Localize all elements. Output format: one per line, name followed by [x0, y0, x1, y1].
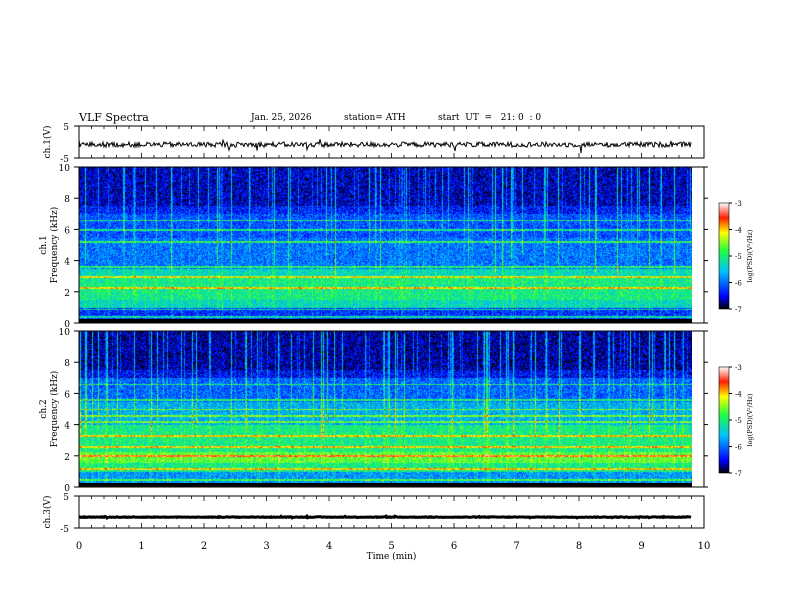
ch1-ylabel: ch.1(V): [42, 126, 53, 159]
sp1-channel-label: ch.1: [39, 235, 49, 254]
ch1-ytick-top: 5: [63, 123, 69, 133]
x-tick-label: 2: [201, 541, 207, 552]
x-tick-label: 6: [451, 541, 457, 552]
sp2-cb-label: log(PSD)(V²/Hz): [746, 393, 754, 446]
ch1-trace: [78, 138, 692, 154]
sp1-cb-tick: -4: [735, 227, 742, 235]
sp1-ytick: 2: [64, 289, 70, 299]
x-tick-label: 9: [638, 541, 644, 552]
sp2-colorbar: [718, 366, 730, 474]
x-axis-label: Time (min): [367, 551, 417, 562]
sp2-ytick: 6: [64, 390, 70, 400]
ch3-ylabel: ch.3(V): [42, 496, 53, 529]
sp1-ytick: 8: [64, 195, 70, 205]
sp2-channel-label: ch.2: [39, 399, 49, 418]
sp2-ytick: 4: [64, 422, 70, 432]
spectrogram-2: [79, 331, 692, 487]
station-label: station= ATH: [344, 113, 406, 123]
x-tick-label: 0: [76, 541, 82, 552]
x-tick-label: 1: [138, 541, 144, 552]
chart-title: VLF Spectra: [79, 111, 149, 124]
x-tick-label: 7: [513, 541, 519, 552]
ch3-ytick-bottom: -5: [60, 525, 69, 535]
sp1-ytick: 0: [64, 320, 70, 330]
sp1-cb-tick: -6: [735, 280, 742, 288]
sp2-ytick: 10: [59, 328, 71, 338]
sp1-cb-tick: -5: [735, 253, 742, 261]
sp2-cb-tick: -3: [735, 364, 742, 372]
x-tick-label: 5: [388, 541, 394, 552]
x-tick-label: 3: [263, 541, 269, 552]
date-label: Jan. 25, 2026: [251, 113, 312, 123]
x-tick-label: 10: [698, 541, 711, 552]
low-band-2: [79, 483, 692, 487]
sp2-cb-tick: -7: [735, 470, 742, 478]
sp2-ytick: 2: [64, 453, 70, 463]
sp1-cb-tick: -3: [735, 200, 742, 208]
x-tick-label: 8: [576, 541, 582, 552]
sp1-ytick: 10: [59, 164, 71, 174]
x-tick-label: 4: [326, 541, 332, 552]
spectrogram-1: [79, 167, 692, 323]
sp1-ylabel: Frequency (kHz): [49, 207, 60, 284]
sp1-cb-tick: -7: [735, 306, 742, 314]
ch1-ytick-bottom: -5: [60, 155, 69, 165]
start-time-label: start UT = 21: 0 : 0: [438, 113, 542, 123]
sp1-colorbar: [718, 202, 730, 310]
sp2-cb-tick: -6: [735, 444, 742, 452]
ch3-ytick-top: 5: [63, 493, 69, 503]
sp1-ytick: 6: [64, 226, 70, 236]
sp2-cb-tick: -4: [735, 391, 742, 399]
low-band-1: [79, 319, 692, 323]
sp2-ylabel: Frequency (kHz): [49, 371, 60, 448]
sp2-ytick: 8: [64, 359, 70, 369]
sp2-ytick: 0: [64, 484, 70, 494]
ch3-trace: [78, 513, 692, 520]
sp1-cb-label: log(PSD)(V²/Hz): [746, 229, 754, 282]
sp1-ytick: 4: [64, 258, 70, 268]
sp2-cb-tick: -5: [735, 417, 742, 425]
